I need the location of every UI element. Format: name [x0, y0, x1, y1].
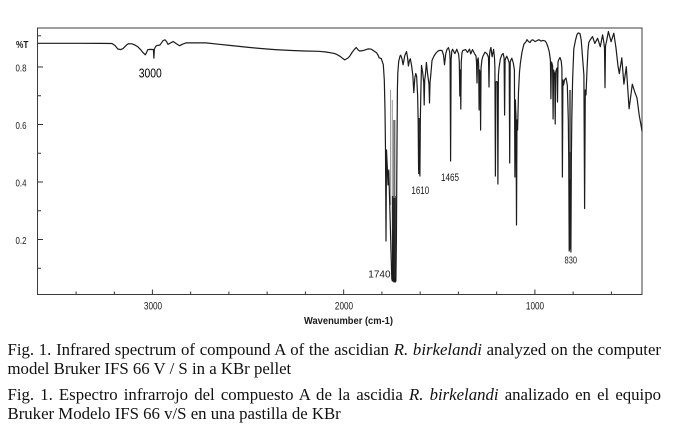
svg-text:0.8: 0.8	[16, 63, 27, 75]
svg-text:Wavenumber (cm-1): Wavenumber (cm-1)	[304, 316, 393, 327]
svg-text:1610: 1610	[411, 185, 429, 197]
svg-text:3000: 3000	[144, 301, 162, 313]
svg-text:1465: 1465	[441, 172, 459, 184]
svg-text:2000: 2000	[335, 301, 353, 313]
svg-text:830: 830	[565, 255, 578, 267]
svg-text:0.6: 0.6	[16, 120, 27, 132]
svg-text:%T: %T	[16, 39, 29, 51]
svg-text:3000: 3000	[139, 66, 162, 81]
svg-text:0.2: 0.2	[16, 235, 27, 247]
svg-text:1740: 1740	[368, 268, 390, 280]
svg-text:0.4: 0.4	[16, 178, 27, 190]
svg-text:1000: 1000	[526, 301, 544, 313]
